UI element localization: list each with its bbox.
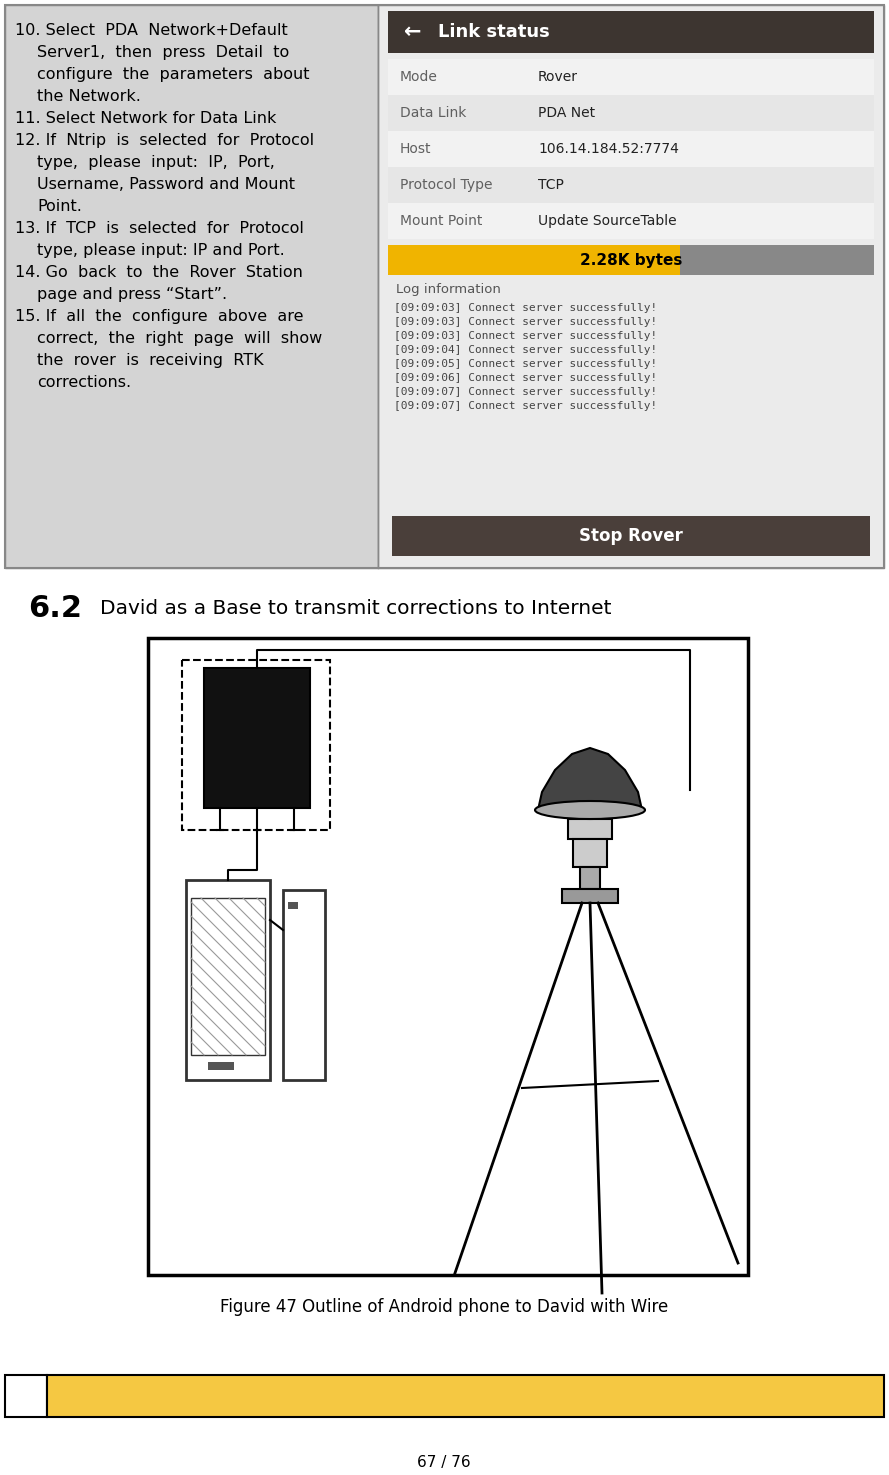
Text: [09:09:05] Connect server successfully!: [09:09:05] Connect server successfully! [394, 358, 657, 369]
Text: Rover: Rover [538, 69, 578, 84]
Text: Log information: Log information [396, 283, 501, 296]
Text: ←: ← [404, 22, 421, 41]
Text: page and press “Start”.: page and press “Start”. [37, 288, 227, 302]
Text: 2.28K bytes: 2.28K bytes [580, 252, 682, 267]
Bar [5, 1375, 47, 1417]
Bar [148, 639, 748, 1274]
Text: Data Link: Data Link [400, 106, 467, 119]
Text: [09:09:03] Connect server successfully!: [09:09:03] Connect server successfully! [394, 317, 657, 327]
Text: 13. If  TCP  is  selected  for  Protocol: 13. If TCP is selected for Protocol [15, 221, 304, 236]
Text: David as a Base to transmit corrections to Internet: David as a Base to transmit corrections … [100, 599, 612, 618]
Text: Mount Point: Mount Point [400, 214, 483, 229]
Bar [288, 903, 298, 909]
Text: Protocol Type: Protocol Type [400, 178, 493, 192]
Text: !: ! [21, 1386, 30, 1406]
Bar [47, 1375, 884, 1417]
Text: corrections.: corrections. [37, 375, 131, 389]
Text: Host: Host [400, 142, 431, 156]
Bar [5, 4, 378, 568]
Text: Update SourceTable: Update SourceTable [538, 214, 677, 229]
Text: 10. Select  PDA  Network+Default: 10. Select PDA Network+Default [15, 24, 288, 38]
Text: PDA Net: PDA Net [538, 106, 595, 119]
Text: 106.14.184.52:7774: 106.14.184.52:7774 [538, 142, 679, 156]
Text: the  rover  is  receiving  RTK: the rover is receiving RTK [37, 353, 264, 367]
Bar [679, 245, 874, 274]
Bar [568, 819, 612, 839]
Text: type,  please  input:  IP,  Port,: type, please input: IP, Port, [37, 155, 275, 170]
Text: Mode: Mode [400, 69, 438, 84]
Ellipse shape [535, 801, 645, 819]
Text: Server1,  then  press  Detail  to: Server1, then press Detail to [37, 46, 289, 60]
Bar [388, 131, 874, 167]
Bar [388, 59, 874, 94]
Text: Stop Rover: Stop Rover [579, 527, 683, 544]
Text: correct,  the  right  page  will  show: correct, the right page will show [37, 330, 322, 347]
Bar [580, 867, 600, 889]
Text: 67 / 76: 67 / 76 [417, 1454, 471, 1471]
Text: 14. Go  back  to  the  Rover  Station: 14. Go back to the Rover Station [15, 266, 303, 280]
Text: Link status: Link status [438, 24, 549, 41]
Text: [09:09:06] Connect server successfully!: [09:09:06] Connect server successfully! [394, 373, 657, 384]
Bar [208, 1062, 234, 1069]
Text: 15. If  all  the  configure  above  are: 15. If all the configure above are [15, 308, 303, 324]
Bar [392, 516, 870, 556]
Bar [191, 898, 265, 1055]
Text: type, please input: IP and Port.: type, please input: IP and Port. [37, 243, 284, 258]
Bar [388, 245, 679, 274]
Text: 12. If  Ntrip  is  selected  for  Protocol: 12. If Ntrip is selected for Protocol [15, 133, 314, 148]
Text: Three cables are used to connect the COMM2 port of David to the USB: Three cables are used to connect the COM… [57, 1388, 624, 1404]
Bar [378, 4, 884, 568]
Text: [09:09:03] Connect server successfully!: [09:09:03] Connect server successfully! [394, 330, 657, 341]
Bar [562, 889, 618, 903]
Bar [5, 4, 884, 568]
Bar [182, 659, 330, 830]
Text: configure  the  parameters  about: configure the parameters about [37, 66, 309, 83]
Text: [09:09:07] Connect server successfully!: [09:09:07] Connect server successfully! [394, 401, 657, 412]
Bar [573, 839, 607, 867]
Bar [388, 10, 874, 53]
Bar [283, 889, 325, 1080]
Text: 11. Select Network for Data Link: 11. Select Network for Data Link [15, 111, 276, 125]
Polygon shape [538, 748, 642, 810]
Bar [388, 167, 874, 204]
Text: [09:09:04] Connect server successfully!: [09:09:04] Connect server successfully! [394, 345, 657, 355]
Bar [388, 94, 874, 131]
Text: Point.: Point. [37, 199, 82, 214]
Bar [388, 204, 874, 239]
Text: TCP: TCP [538, 178, 564, 192]
Text: the Network.: the Network. [37, 88, 140, 105]
Bar [186, 881, 270, 1080]
Text: Figure 47 Outline of Android phone to David with Wire: Figure 47 Outline of Android phone to Da… [220, 1298, 669, 1316]
Bar [204, 668, 310, 808]
Text: Username, Password and Mount: Username, Password and Mount [37, 177, 295, 192]
Text: [09:09:07] Connect server successfully!: [09:09:07] Connect server successfully! [394, 386, 657, 397]
Text: 6.2: 6.2 [28, 594, 82, 622]
Text: [09:09:03] Connect server successfully!: [09:09:03] Connect server successfully! [394, 302, 657, 313]
